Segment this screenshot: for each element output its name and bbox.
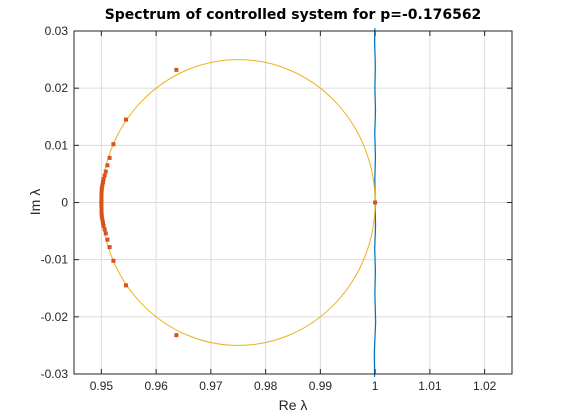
- eigenvalue-point: [101, 221, 106, 226]
- eigenvalue-point: [99, 209, 104, 214]
- x-tick-label: 0.96: [144, 379, 168, 393]
- eigenvalue-point: [105, 163, 110, 168]
- eigenvalue-point: [373, 200, 378, 205]
- x-tick-label: 1.01: [418, 379, 442, 393]
- y-tick-label: -0.02: [41, 310, 69, 324]
- data-layer: [99, 28, 378, 377]
- eigenvalue-point: [99, 203, 104, 208]
- eigenvalue-point: [101, 177, 106, 182]
- eigenvalue-point: [101, 223, 106, 228]
- eigenvalue-point: [124, 117, 129, 122]
- eigenvalue-point: [99, 215, 104, 220]
- eigenvalue-point: [99, 185, 104, 190]
- y-tick-label: 0.02: [45, 81, 69, 95]
- eigenvalue-point: [99, 194, 104, 199]
- eigenvalue-point: [103, 231, 108, 236]
- eigenvalue-point: [99, 206, 104, 211]
- x-tick-label: 0.97: [199, 379, 223, 393]
- eigenvalue-point: [174, 67, 179, 72]
- eigenvalue-point: [102, 173, 107, 178]
- eigenvalue-point: [99, 191, 104, 196]
- eigenvalue-point: [111, 258, 116, 263]
- eigenvalue-point: [102, 227, 107, 232]
- x-tick-label: 0.98: [254, 379, 278, 393]
- eigenvalue-point: [124, 283, 129, 288]
- x-tick-label: 0.95: [90, 379, 114, 393]
- eigenvalue-point: [99, 212, 104, 217]
- y-axis-label: Im λ: [27, 189, 43, 215]
- y-tick-label: 0.03: [45, 24, 69, 38]
- y-tick-label: 0.01: [45, 138, 69, 152]
- eigenvalue-point: [99, 188, 104, 193]
- x-tick-label: 0.99: [309, 379, 333, 393]
- x-tick-label: 1.02: [473, 379, 497, 393]
- eigenvalue-point: [105, 237, 110, 242]
- ticks: 0.95 0.96 0.97 0.98 0.99 1 1.01 1.02 -0.03 -0.02 -…: [41, 24, 512, 393]
- y-tick-label: -0.01: [41, 253, 69, 267]
- eigenvalue-point: [103, 169, 108, 174]
- y-tick-label: 0: [61, 196, 68, 210]
- eigenvalue-point: [174, 333, 179, 338]
- eigenvalue-point: [107, 245, 112, 250]
- eigenvalue-point: [111, 142, 116, 147]
- eigenvalue-point: [100, 182, 105, 187]
- eigenvalue-point: [99, 201, 104, 206]
- y-tick-label: -0.03: [41, 367, 69, 381]
- x-axis-label: Re λ: [279, 397, 308, 413]
- chart-title: Spectrum of controlled system for p=-0.1…: [105, 7, 482, 23]
- x-tick-label: 1: [372, 379, 379, 393]
- eigenvalue-point: [99, 197, 104, 202]
- eigenvalue-point: [101, 179, 106, 184]
- eigenvalue-point: [100, 218, 105, 223]
- eigenvalue-point: [107, 155, 112, 160]
